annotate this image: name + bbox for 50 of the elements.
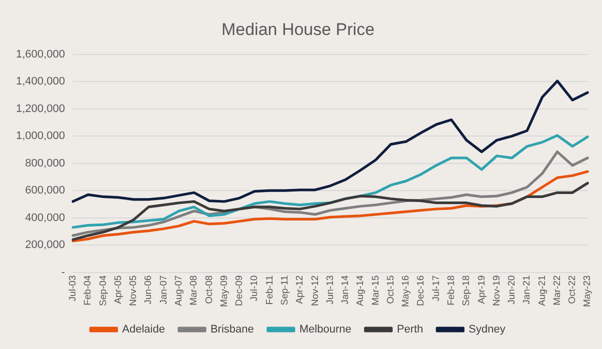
x-tick-label: Aug-21 bbox=[536, 275, 548, 306]
x-tick-label: Sep-04 bbox=[98, 275, 109, 306]
y-tick-label: 800,000 bbox=[25, 157, 65, 170]
x-tick-label: Jun-20 bbox=[506, 275, 518, 304]
y-tick-label: 1,200,000 bbox=[16, 102, 65, 115]
y-tick-label: - bbox=[61, 266, 66, 278]
y-tick-label: 600,000 bbox=[25, 184, 65, 197]
x-tick-label: Nov-05 bbox=[128, 275, 140, 306]
x-tick-label: Dec-09 bbox=[234, 275, 246, 306]
x-tick-label: Apr-05 bbox=[112, 275, 124, 304]
x-tick-label: Nov-12 bbox=[310, 275, 321, 306]
x-tick-label: Jan-14 bbox=[340, 275, 352, 304]
x-tick-label: Jul-17 bbox=[430, 275, 442, 302]
x-tick-label: Dec-16 bbox=[416, 275, 427, 306]
x-tick-label: Nov-19 bbox=[491, 275, 502, 306]
legend-label: Melbourne bbox=[299, 324, 352, 336]
y-tick-label: 400,000 bbox=[25, 212, 65, 224]
x-tick-label: Jun-13 bbox=[324, 275, 336, 304]
x-tick-label: May-09 bbox=[218, 275, 230, 308]
x-tick-label: Feb-04 bbox=[82, 275, 94, 306]
x-tick-label: Apr-12 bbox=[294, 275, 306, 304]
x-tick-label: Feb-11 bbox=[264, 275, 276, 305]
x-tick-label: Sep-18 bbox=[461, 275, 472, 306]
x-tick-label: Aug-07 bbox=[174, 275, 185, 306]
x-tick-label: Jun-06 bbox=[143, 275, 154, 304]
legend-label: Sydney bbox=[468, 324, 506, 336]
x-tick-label: Jan-21 bbox=[522, 275, 533, 304]
x-tick-label: Sep-11 bbox=[279, 275, 290, 306]
x-tick-label: Jul-03 bbox=[68, 275, 79, 302]
chart-title: Median House Price bbox=[221, 20, 375, 39]
x-tick-label: Feb-18 bbox=[446, 275, 457, 306]
x-tick-label: Apr-19 bbox=[476, 275, 488, 304]
x-tick-label: Mar-08 bbox=[188, 275, 200, 306]
legend-label: Perth bbox=[396, 324, 424, 336]
x-tick-label: Oct-15 bbox=[385, 275, 396, 304]
x-tick-label: Mar-22 bbox=[552, 275, 563, 306]
legend-label: Brisbane bbox=[210, 324, 254, 336]
x-tick-label: May-23 bbox=[582, 275, 594, 308]
x-tick-label: Oct-22 bbox=[567, 275, 578, 304]
x-tick-label: Oct-08 bbox=[204, 275, 215, 304]
legend-label: Adelaide bbox=[122, 324, 165, 336]
x-tick-label: Jan-07 bbox=[158, 275, 170, 304]
y-tick-label: 1,600,000 bbox=[16, 48, 65, 60]
y-tick-label: 1,000,000 bbox=[16, 130, 65, 142]
x-tick-label: Aug-14 bbox=[355, 275, 366, 306]
x-tick-label: Jul-10 bbox=[249, 275, 260, 302]
x-tick-label: May-16 bbox=[400, 275, 412, 308]
y-tick-label: 1,400,000 bbox=[16, 76, 65, 88]
x-tick-label: Mar-15 bbox=[370, 275, 382, 306]
y-tick-label: 200,000 bbox=[25, 239, 65, 252]
